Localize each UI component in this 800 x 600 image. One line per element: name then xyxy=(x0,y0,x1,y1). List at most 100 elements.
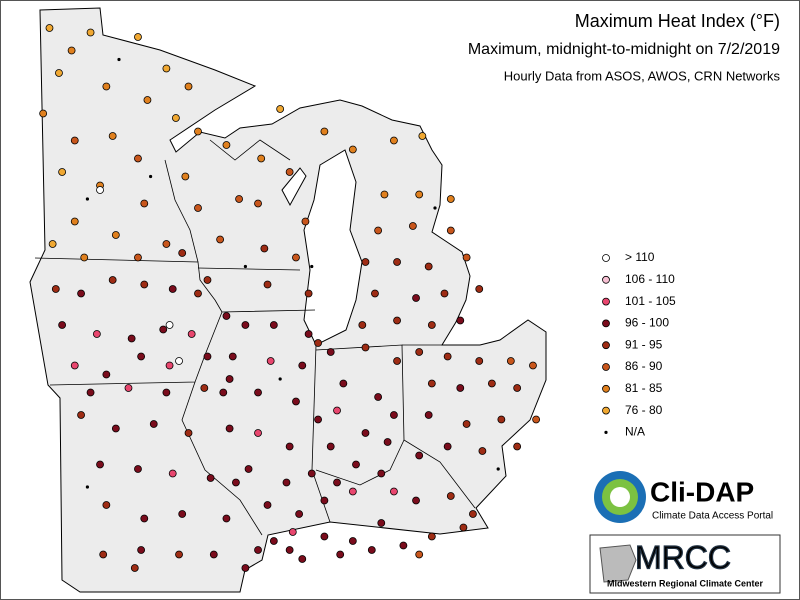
station xyxy=(254,546,262,554)
station xyxy=(143,96,152,104)
station xyxy=(209,550,218,559)
station xyxy=(45,24,54,32)
title: Maximum Heat Index (°F) xyxy=(575,11,780,31)
station xyxy=(415,348,424,356)
station xyxy=(269,321,278,329)
station xyxy=(282,478,291,487)
station xyxy=(304,330,313,338)
station xyxy=(77,411,85,419)
station xyxy=(51,285,60,293)
station xyxy=(165,321,174,329)
station xyxy=(333,406,341,415)
logo-subtext: Climate Data Access Portal xyxy=(652,511,773,522)
station xyxy=(184,429,193,437)
station xyxy=(200,384,209,392)
station xyxy=(506,357,515,365)
station xyxy=(352,460,360,469)
legend-label: > 110 xyxy=(625,250,655,264)
legend-label: 101 - 105 xyxy=(625,294,676,308)
station xyxy=(348,537,357,545)
station xyxy=(304,289,313,298)
clidap-logo: Cli-DAP Climate Data Access Portal xyxy=(594,471,773,523)
station xyxy=(292,397,300,406)
station xyxy=(257,154,266,163)
station xyxy=(298,361,307,370)
station xyxy=(130,564,139,572)
station xyxy=(380,190,389,199)
legend-label: 81 - 85 xyxy=(625,381,663,395)
station xyxy=(307,469,316,478)
station xyxy=(462,420,471,428)
station xyxy=(96,460,104,469)
station xyxy=(393,316,401,325)
station xyxy=(424,411,433,419)
station xyxy=(162,64,171,73)
station xyxy=(390,411,398,419)
station xyxy=(513,442,522,451)
station xyxy=(278,377,282,381)
station xyxy=(266,357,275,365)
station xyxy=(85,485,89,489)
station xyxy=(92,330,101,338)
station xyxy=(243,264,247,269)
legend-swatch xyxy=(602,254,610,262)
station xyxy=(529,361,537,370)
station xyxy=(390,136,398,145)
station xyxy=(314,339,322,347)
station xyxy=(149,420,158,428)
station xyxy=(285,168,294,176)
station xyxy=(412,294,420,302)
station xyxy=(377,469,386,478)
legend-swatch xyxy=(602,341,610,350)
station xyxy=(222,312,231,320)
station xyxy=(269,537,278,545)
station xyxy=(96,186,104,194)
station xyxy=(99,550,108,559)
station xyxy=(219,388,228,397)
station xyxy=(134,33,142,41)
station xyxy=(175,550,183,559)
station xyxy=(39,109,48,118)
station xyxy=(70,361,79,370)
legend-swatch xyxy=(602,363,610,371)
logo-text: Cli-DAP xyxy=(650,476,754,507)
station xyxy=(134,465,142,473)
legend-swatch xyxy=(604,430,608,434)
station xyxy=(377,519,386,527)
station xyxy=(348,145,357,154)
station xyxy=(235,195,243,203)
station xyxy=(194,289,202,298)
station xyxy=(415,190,424,199)
station xyxy=(320,496,329,505)
legend: > 110 106 - 110 101 - 105 96 - 100 91 - 95 86… xyxy=(602,250,676,439)
legend-swatch xyxy=(602,297,610,306)
station xyxy=(254,199,262,208)
station xyxy=(216,235,225,244)
station xyxy=(361,258,370,266)
legend-label: 76 - 80 xyxy=(625,403,663,417)
station xyxy=(260,244,269,253)
station xyxy=(111,231,120,239)
station xyxy=(383,438,392,446)
source: Hourly Data from ASOS, AWOS, CRN Network… xyxy=(504,68,781,83)
station xyxy=(241,564,250,572)
station xyxy=(137,352,146,361)
station xyxy=(475,357,484,365)
station xyxy=(320,127,329,136)
station xyxy=(86,28,95,37)
station xyxy=(171,114,180,122)
station xyxy=(232,478,240,487)
station xyxy=(358,321,367,329)
station xyxy=(77,289,85,298)
station xyxy=(178,249,187,257)
legend-label: 96 - 100 xyxy=(625,316,669,330)
logo-text: MRCC xyxy=(635,539,731,575)
station xyxy=(140,514,149,523)
station xyxy=(497,415,506,424)
station xyxy=(440,289,449,298)
station xyxy=(446,492,455,500)
state-borders xyxy=(34,139,476,536)
station xyxy=(314,415,322,424)
station xyxy=(371,289,379,298)
station xyxy=(336,550,345,559)
